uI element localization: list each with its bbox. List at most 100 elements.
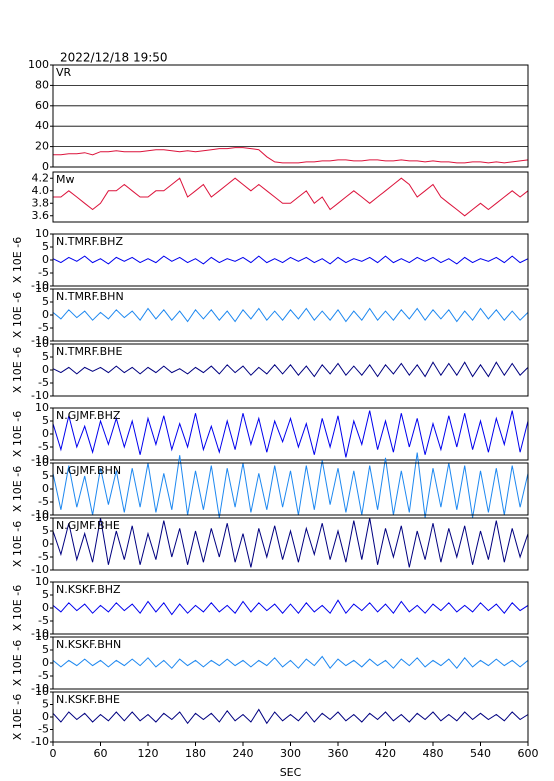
y-tick-label: -10	[31, 279, 49, 292]
timestamp: 2022/12/18 19:50	[60, 51, 168, 65]
y-tick-label: -10	[31, 453, 49, 466]
trace	[52, 655, 529, 670]
panel-frame	[52, 64, 529, 168]
y-axis-label: X 10E -6	[11, 466, 24, 512]
panel-frame	[52, 581, 529, 635]
panel-frame	[52, 171, 529, 223]
x-tick-label: 240	[233, 747, 254, 760]
trace	[52, 517, 529, 568]
y-axis-label: X 10E -6	[11, 640, 24, 686]
trace	[52, 599, 529, 616]
panel-frame	[52, 517, 529, 571]
y-tick-label: 5	[42, 469, 49, 482]
y-axis-label: X 10E -6	[11, 694, 24, 740]
y-tick-label: -10	[31, 334, 49, 347]
y-tick-label: -5	[38, 495, 49, 508]
trace	[52, 708, 529, 725]
y-tick-label: 0	[42, 308, 49, 321]
y-axis-label: X 10E -6	[11, 347, 24, 393]
y-tick-label: 3.6	[32, 209, 50, 222]
trace	[52, 410, 529, 458]
y-tick-label: -10	[31, 682, 49, 695]
x-tick-label: 420	[375, 747, 396, 760]
y-tick-label: 5	[42, 524, 49, 537]
panel-label: N.KSKF.BHZ	[56, 583, 121, 596]
y-tick-label: 10	[35, 685, 49, 698]
panel-label: N.TMRF.BHZ	[56, 235, 123, 248]
x-tick-label: 360	[328, 747, 349, 760]
y-tick-label: 10	[35, 227, 49, 240]
y-tick-label: 3.8	[32, 196, 50, 209]
y-tick-label: -5	[38, 723, 49, 736]
y-tick-label: 40	[35, 119, 49, 132]
y-tick-label: -5	[38, 266, 49, 279]
panel-frame	[52, 691, 529, 743]
x-tick-label: 60	[94, 747, 108, 760]
x-tick-label: 540	[470, 747, 491, 760]
y-tick-label: 5	[42, 643, 49, 656]
y-tick-label: 10	[35, 401, 49, 414]
y-tick-label: 10	[35, 282, 49, 295]
x-tick-label: 120	[138, 747, 159, 760]
x-tick-label: 300	[280, 747, 301, 760]
y-tick-label: -5	[38, 550, 49, 563]
panel-label: N.TMRF.BHN	[56, 290, 124, 303]
panel-frame	[52, 462, 529, 516]
y-tick-label: 0	[42, 710, 49, 723]
y-tick-label: 60	[35, 99, 49, 112]
y-tick-label: 0	[42, 253, 49, 266]
y-tick-label: -5	[38, 321, 49, 334]
x-tick-label: 480	[423, 747, 444, 760]
y-tick-label: 0	[42, 601, 49, 614]
y-tick-label: 5	[42, 698, 49, 711]
y-tick-label: 80	[35, 78, 49, 91]
y-axis-label: X 10E -6	[11, 521, 24, 567]
panel-label: N.KSKF.BHE	[56, 693, 120, 706]
y-axis-label: X 10E -6	[11, 585, 24, 631]
y-tick-label: -5	[38, 614, 49, 627]
trace	[53, 177, 529, 217]
y-tick-label: -10	[31, 389, 49, 402]
y-tick-label: 0	[42, 427, 49, 440]
y-tick-label: 0	[42, 482, 49, 495]
panel-frame	[52, 288, 529, 342]
trace	[53, 147, 529, 164]
y-tick-label: 100	[28, 58, 49, 71]
y-tick-label: 10	[35, 511, 49, 524]
y-axis-label: X 10E -6	[11, 237, 24, 283]
panel-label: N.KSKF.BHN	[56, 638, 121, 651]
panel-label: Mw	[56, 173, 75, 186]
x-tick-label: 0	[50, 747, 57, 760]
y-tick-label: 0	[42, 537, 49, 550]
y-tick-label: -10	[31, 735, 49, 748]
y-tick-label: -10	[31, 508, 49, 521]
panel-frame	[52, 407, 529, 461]
y-tick-label: 5	[42, 414, 49, 427]
y-tick-label: 5	[42, 240, 49, 253]
trace	[52, 255, 529, 265]
y-tick-label: 10	[35, 337, 49, 350]
y-tick-label: 5	[42, 295, 49, 308]
y-tick-label: 0	[42, 160, 49, 173]
y-axis-label: X 10E -6	[11, 411, 24, 457]
panel-label: N.GJMF.BHN	[56, 464, 121, 477]
trace	[52, 361, 529, 378]
x-tick-label: 600	[518, 747, 539, 760]
y-tick-label: -10	[31, 627, 49, 640]
y-tick-label: -5	[38, 376, 49, 389]
x-tick-label: 180	[185, 747, 206, 760]
y-tick-label: 4.0	[32, 184, 50, 197]
panel-frame	[52, 636, 529, 690]
panel-label: N.TMRF.BHE	[56, 345, 122, 358]
y-tick-label: 5	[42, 588, 49, 601]
y-tick-label: -5	[38, 440, 49, 453]
trace	[52, 307, 529, 323]
y-tick-label: 20	[35, 140, 49, 153]
y-tick-label: 0	[42, 656, 49, 669]
y-tick-label: 4.2	[32, 171, 50, 184]
panel-frame	[52, 233, 529, 287]
x-axis-label: SEC	[280, 766, 302, 779]
panel-frame	[52, 343, 529, 397]
y-tick-label: 0	[42, 363, 49, 376]
